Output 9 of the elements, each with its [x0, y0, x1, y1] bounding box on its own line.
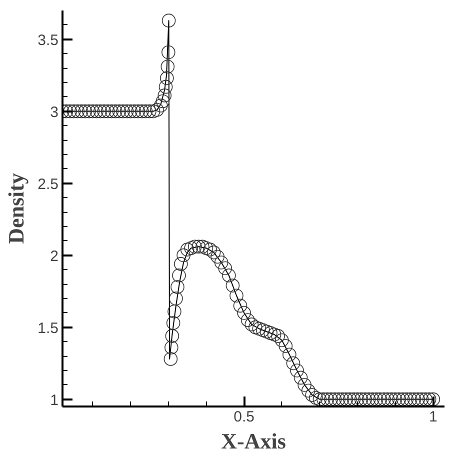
- x-tick-label: 0.5: [234, 408, 254, 426]
- x-axis-title: X-Axis: [221, 428, 286, 454]
- y-tick-label: 1.5: [38, 320, 59, 337]
- y-tick-label: 1: [50, 392, 58, 409]
- y-axis-title: Density: [4, 173, 29, 244]
- y-tick-label: 3.5: [38, 32, 59, 49]
- y-tick-label: 2.5: [38, 176, 59, 193]
- y-tick-label: 2: [50, 248, 58, 265]
- y-tick-label: 3: [50, 104, 58, 121]
